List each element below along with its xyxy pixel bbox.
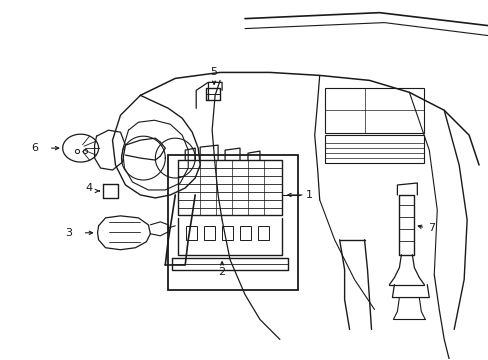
Bar xyxy=(240,226,250,240)
Bar xyxy=(222,226,233,240)
Text: 2: 2 xyxy=(218,267,225,276)
Text: 6: 6 xyxy=(31,143,38,153)
Text: 5: 5 xyxy=(210,67,217,77)
Text: 3: 3 xyxy=(65,228,72,238)
Text: 4: 4 xyxy=(85,183,92,193)
Bar xyxy=(324,135,424,163)
Text: 1: 1 xyxy=(305,190,313,200)
Bar xyxy=(324,88,424,133)
Bar xyxy=(258,226,268,240)
Bar xyxy=(168,155,297,289)
Bar xyxy=(186,226,197,240)
Bar xyxy=(203,226,215,240)
Text: 7: 7 xyxy=(427,223,434,233)
